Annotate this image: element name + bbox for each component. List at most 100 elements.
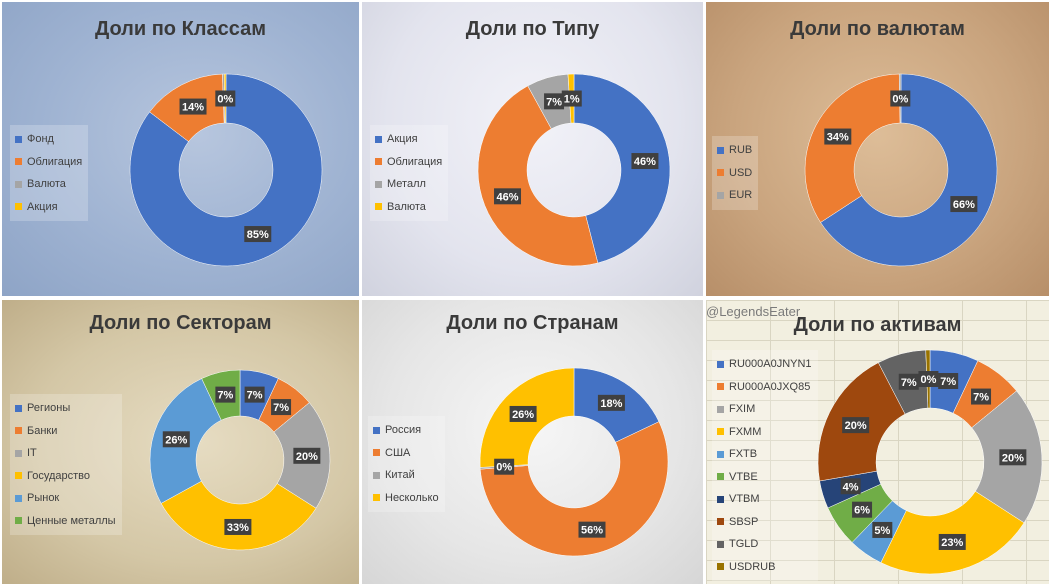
data-label-box [999,449,1027,466]
legend-item: FXTB [717,443,812,466]
data-label-box [842,417,870,434]
data-label: 23% [938,533,966,550]
legend-label: Россия [385,424,422,437]
data-label: 1% [561,90,582,107]
chart-title: Доли по Классам [94,18,267,40]
legend-label: Валюта [387,200,426,213]
legend-item: Валюта [15,173,82,196]
donut-slice [573,73,671,264]
donut-chart: 18% 56% 0% 26% [479,367,669,557]
donut-slice [160,480,317,551]
data-label: 46% [494,188,522,205]
legend-item: RU000A0JNYN1 [717,353,812,376]
legend-label: Фонд [27,133,54,146]
legend-item: Фонд [15,128,82,151]
data-label: 7% [244,386,265,403]
legend-swatch [375,135,382,143]
chart-legend: RUB USD EUR [712,136,759,210]
donut-slice [804,73,901,223]
legend-item: Китай [373,464,439,487]
data-label-text: 1% [564,94,580,106]
chart-panel-assets: Доли по активам RU000A0JNYN1 RU000A0JXQ85… [706,300,1049,584]
data-label-box [872,521,893,538]
legend-label: Валюта [27,178,66,191]
donut-chart: 7%7%20%23%5%6%4%20%7% 0% [817,349,1043,575]
data-label-text: 46% [497,191,519,203]
legend-swatch [15,494,22,502]
data-label-box [631,153,659,170]
data-label-box [938,373,959,390]
legend-label: FXTB [729,448,758,461]
data-label-box [244,226,272,243]
legend-label: EUR [729,189,753,202]
legend-swatch [717,405,724,413]
data-label: 33% [224,518,252,535]
legend-label: IT [27,447,37,460]
legend-label: VTBM [729,493,760,506]
data-label-text: 7% [940,376,956,388]
legend-swatch [717,518,724,526]
data-label: 5% [872,521,893,538]
legend-swatch [717,563,724,571]
data-label-text: 34% [827,132,849,144]
chart-panel-type: Доли по Типу Акция Облигация Металл Валюта … [362,2,703,296]
data-label: 66% [950,196,978,213]
data-label-box [824,128,852,145]
donut-chart: 85% 14% 0% [129,73,323,267]
data-label: 26% [509,405,537,422]
data-label-box [271,399,292,416]
legend-item: Акция [15,196,82,219]
chart-legend: Акция Облигация Металл Валюта [370,125,449,221]
data-label-box [179,98,207,115]
legend-label: Банки [27,424,58,437]
legend-item: VTBE [717,466,812,489]
data-label: 20% [293,447,321,464]
data-label: 7% [971,388,992,405]
data-label: 20% [842,417,870,434]
legend-item: RU000A0JXQ85 [717,376,812,399]
legend-item: Облигация [375,151,442,174]
data-label: 0% [494,458,515,475]
legend-item: RUB [717,139,752,162]
legend-swatch [717,360,724,368]
legend-label: Регионы [27,402,71,415]
donut-chart: 7% 7% 20% 33% 26% 7% [149,369,331,551]
data-label-box [950,196,978,213]
legend-swatch [717,428,724,436]
data-label: 34% [824,128,852,145]
legend-item: Металл [375,173,442,196]
data-label: 85% [244,226,272,243]
legend-item: TGLD [717,533,812,556]
legend-item: Акция [375,128,442,151]
chart-panel-sectors: Доли по Секторам Регионы Банки IT Государст… [2,300,359,584]
data-label-box [509,405,537,422]
legend-label: Ценные металлы [27,514,116,527]
legend-swatch [373,494,380,502]
legend-item: Государство [15,465,116,488]
legend-swatch [15,203,22,211]
donut-chart: 66% 34% 0% [804,73,998,267]
data-label: 26% [162,431,190,448]
legend-label: Металл [387,178,426,191]
data-label-text: 20% [845,420,867,432]
legend-swatch [375,180,382,188]
data-label-text: 7% [217,390,233,402]
data-label-box [918,371,939,388]
legend-item: Регионы [15,397,116,420]
legend-item: Россия [373,419,439,442]
chart-title: Доли по Странам [446,312,619,334]
legend-swatch [373,471,380,479]
legend-item: Рынок [15,487,116,510]
legend-swatch [717,473,724,481]
data-label-text: 26% [165,434,187,446]
data-label-text: 5% [874,525,890,537]
data-label: 56% [578,521,606,538]
data-label: 7% [215,386,236,403]
legend-label: Рынок [27,492,60,505]
legend-label: TGLD [729,538,759,551]
legend-item: USDRUB [717,556,812,579]
donut-slice [820,73,998,267]
legend-label: Несколько [385,491,439,504]
chart-title: Доли по валютам [790,18,965,40]
legend-item: FXIM [717,398,812,421]
